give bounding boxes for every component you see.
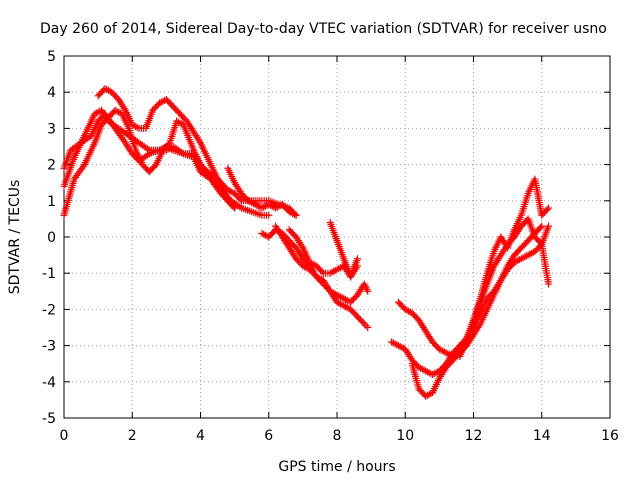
data-points (60, 85, 553, 400)
data-point (364, 287, 372, 295)
data-point (236, 203, 244, 211)
y-tick-label: -4 (42, 375, 56, 391)
data-point (362, 322, 370, 330)
data-point (236, 195, 244, 203)
data-point (167, 145, 175, 153)
y-tick-label: 0 (47, 230, 56, 246)
data-point (144, 145, 152, 153)
y-tick-label: 2 (47, 158, 56, 174)
data-point (536, 239, 544, 247)
x-tick-label: 10 (396, 428, 414, 444)
y-tick-label: -3 (42, 339, 56, 355)
y-tick-label: 5 (47, 49, 56, 65)
data-point (104, 86, 112, 94)
data-point (425, 390, 433, 398)
data-point (353, 255, 361, 263)
data-point (290, 210, 298, 218)
x-tick-label: 6 (264, 428, 273, 444)
data-point (133, 123, 141, 131)
data-point (359, 318, 367, 326)
data-point (164, 140, 172, 148)
y-tick-label: -1 (42, 266, 56, 282)
data-point (132, 123, 140, 131)
data-point (261, 202, 269, 210)
y-tick-label: 1 (47, 194, 56, 210)
data-point (229, 203, 237, 211)
x-tick-label: 12 (465, 428, 483, 444)
x-tick-label: 2 (128, 428, 137, 444)
data-point (144, 151, 152, 159)
data-point (538, 222, 546, 230)
x-tick-label: 16 (601, 428, 619, 444)
data-point (318, 268, 326, 276)
data-point (545, 204, 553, 212)
data-point (545, 222, 553, 230)
x-tick-label: 4 (196, 428, 205, 444)
y-tick-label: 3 (47, 121, 56, 137)
x-tick-label: 14 (533, 428, 551, 444)
x-tick-label: 0 (60, 428, 69, 444)
data-point (292, 211, 300, 219)
y-tick-label: 4 (47, 85, 56, 101)
data-point (353, 262, 361, 270)
x-tick-label: 8 (333, 428, 342, 444)
data-point (115, 108, 123, 116)
data-point (364, 324, 372, 331)
y-tick-label: -2 (42, 302, 56, 318)
y-axis-label: SDTVAR / TECUs (7, 180, 23, 295)
data-point (265, 211, 273, 219)
data-point (405, 307, 413, 315)
data-point (231, 204, 239, 212)
data-point (536, 224, 544, 232)
data-point (432, 369, 440, 377)
chart-title: Day 260 of 2014, Sidereal Day-to-day VTE… (40, 21, 607, 37)
y-tick-label: -5 (42, 411, 56, 427)
data-point (151, 162, 159, 170)
x-axis-label: GPS time / hours (278, 459, 395, 475)
data-point (543, 205, 551, 213)
data-point (545, 280, 553, 288)
